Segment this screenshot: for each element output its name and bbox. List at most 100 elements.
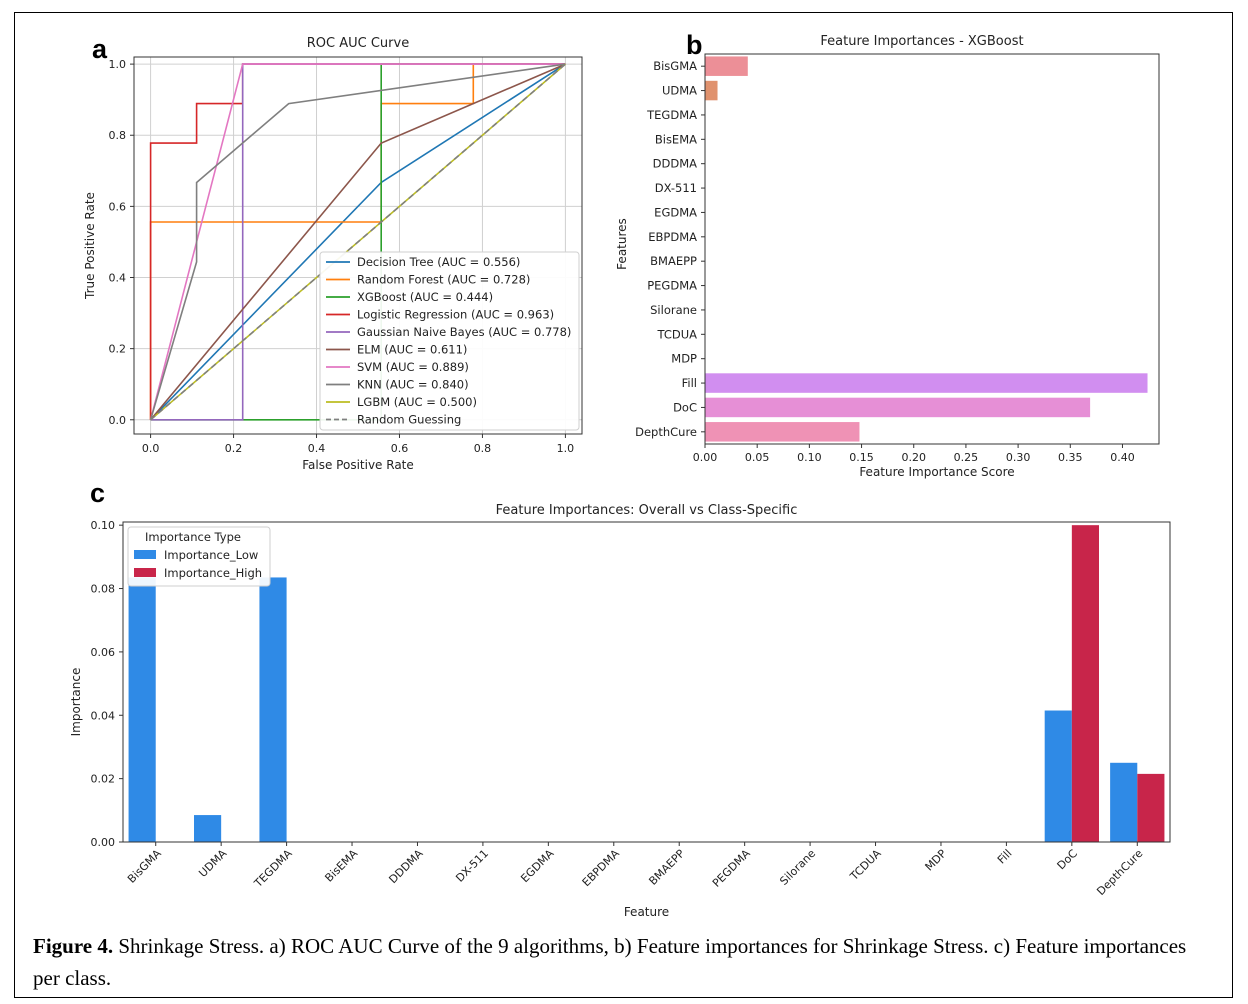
xgb-y-tick-label: MDP [671, 352, 697, 366]
xgb-bar [705, 397, 1091, 418]
xgb-x-tick-label: 0.25 [954, 451, 979, 464]
xgb-bar [705, 373, 1148, 393]
class-x-tick-label: PEGDMA [710, 847, 753, 890]
roc-x-tick-label: 0.2 [225, 442, 243, 455]
class-plot-border [122, 521, 1171, 843]
class-title: Feature Importances: Overall vs Class-Sp… [496, 503, 798, 518]
roc-series-line [149, 63, 566, 421]
class-bar [128, 577, 156, 842]
class-y-tick-label: 0.10 [91, 519, 116, 532]
xgb-x-tick-label: 0.00 [693, 451, 718, 464]
panel-letter-a: a [92, 34, 108, 64]
roc-legend-label: Random Forest (AUC = 0.728) [357, 273, 530, 287]
xgb-y-axis-label: Features [615, 218, 629, 270]
roc-y-tick-label: 0.8 [109, 129, 127, 142]
class-plot-area [123, 522, 1170, 842]
class-x-tick-label: BMAEPP [646, 847, 687, 888]
roc-x-tick-label: 0.8 [474, 442, 492, 455]
roc-plot-border [133, 56, 583, 435]
panel-letter-c: c [90, 478, 105, 508]
class-y-tick-label: 0.08 [91, 583, 116, 596]
class-bar [1071, 525, 1100, 842]
class-x-tick-label: BisGMA [125, 847, 164, 886]
class-y-tick-label: 0.02 [91, 773, 116, 786]
class-y-tick-label: 0.00 [91, 836, 116, 849]
xgb-y-tick-label: Silorane [650, 303, 697, 317]
roc-y-tick-label: 0.6 [109, 200, 127, 213]
roc-legend-box [319, 251, 580, 431]
xgb-y-tick-label: DepthCure [635, 425, 697, 439]
roc-legend-label: Gaussian Naive Bayes (AUC = 0.778) [357, 325, 571, 339]
class-x-tick-label: BisEMA [322, 847, 360, 885]
class-x-tick-label: Fill [995, 847, 1015, 867]
panel-letter-b: b [686, 30, 703, 60]
xgb-y-tick-label: UDMA [662, 84, 697, 98]
xgb-x-tick-label: 0.15 [849, 451, 874, 464]
class-x-tick-label: EGDMA [518, 847, 556, 885]
class-x-tick-label: TCDUA [847, 847, 884, 884]
class-bar [1110, 762, 1138, 842]
xgb-x-tick-label: 0.10 [797, 451, 822, 464]
roc-legend-label: LGBM (AUC = 0.500) [357, 395, 477, 409]
xgb-x-tick-label: 0.30 [1006, 451, 1031, 464]
xgb-y-tick-label: DDDMA [653, 157, 697, 171]
xgb-y-tick-label: DoC [673, 400, 697, 414]
roc-chart: 0.0 0.2 0.4 0.6 0.8 1.0 0.0 0.2 0.4 0.6 0.8 1.0 ROC … [83, 36, 583, 472]
roc-y-tick-label: 0.4 [109, 272, 127, 285]
class-y-axis-label: Importance [69, 668, 83, 737]
class-legend-box [127, 526, 271, 587]
class-legend-swatch [134, 550, 156, 559]
caption-text: Shrinkage Stress. a) ROC AUC Curve of th… [33, 934, 1187, 990]
roc-legend-label: XGBoost (AUC = 0.444) [357, 290, 493, 304]
roc-y-axis-label: True Positive Rate [83, 192, 97, 300]
roc-y-tick-label: 0.2 [109, 343, 127, 356]
class-y-tick-label: 0.04 [91, 709, 116, 722]
roc-legend-label: ELM (AUC = 0.611) [357, 343, 467, 357]
roc-x-tick-label: 0.0 [142, 442, 160, 455]
class-bar [193, 815, 222, 842]
xgb-bar [705, 80, 718, 101]
xgb-bar [705, 56, 748, 76]
xgb-x-tick-label: 0.20 [901, 451, 926, 464]
xgb-y-tick-label: EBPDMA [648, 230, 697, 244]
xgb-x-tick-label: 0.05 [745, 451, 770, 464]
xgb-y-tick-label: Fill [682, 376, 697, 390]
roc-legend-label: SVM (AUC = 0.889) [357, 360, 469, 374]
class-y-tick-label: 0.06 [91, 646, 116, 659]
xgb-y-tick-label: DX-511 [655, 181, 697, 195]
class-x-tick-label: DepthCure [1094, 847, 1145, 898]
xgb-bar [705, 422, 860, 442]
class-legend-swatch [134, 568, 156, 577]
class-x-tick-label: DDDMA [386, 847, 426, 887]
roc-title: ROC AUC Curve [307, 36, 409, 51]
roc-legend-label: Logistic Regression (AUC = 0.963) [357, 308, 554, 322]
class-x-tick-label: Silorane [777, 847, 818, 888]
roc-legend-label: Random Guessing [357, 413, 461, 427]
class-x-tick-label: MDP [922, 847, 949, 874]
xgb-y-tick-label: BisGMA [653, 59, 697, 73]
class-x-axis-label: Feature [624, 905, 669, 919]
xgb-y-tick-label: BMAEPP [650, 254, 697, 268]
roc-legend-label: KNN (AUC = 0.840) [357, 378, 469, 392]
class-legend-title: Importance Type [145, 530, 241, 544]
xgb-plot-border [704, 53, 1160, 445]
class-x-tick-label: TEGDMA [251, 847, 295, 891]
xgb-x-tick-label: 0.35 [1058, 451, 1083, 464]
class-x-tick-label: DoC [1055, 847, 1081, 873]
roc-x-tick-label: 1.0 [557, 442, 575, 455]
xgb-y-tick-label: BisEMA [655, 132, 697, 146]
class-legend-label: Importance_Low [164, 548, 258, 562]
roc-x-tick-label: 0.6 [391, 442, 409, 455]
xgb-y-tick-label: TCDUA [656, 327, 697, 341]
xgboost-importance-chart: BisGMA UDMA TEGDMA BisEMA DDDMA DX-511 EGDMA EB… [615, 34, 1160, 479]
roc-x-axis-label: False Positive Rate [302, 458, 414, 472]
class-bar [259, 577, 287, 842]
xgb-y-tick-label: EGDMA [654, 205, 697, 219]
class-x-tick-label: DX-511 [453, 847, 491, 885]
roc-series-line [150, 63, 566, 421]
xgb-y-tick-label: PEGDMA [647, 279, 697, 293]
xgb-x-axis-label: Feature Importance Score [859, 465, 1014, 479]
class-bar [1044, 710, 1072, 842]
class-x-tick-label: UDMA [196, 847, 229, 880]
